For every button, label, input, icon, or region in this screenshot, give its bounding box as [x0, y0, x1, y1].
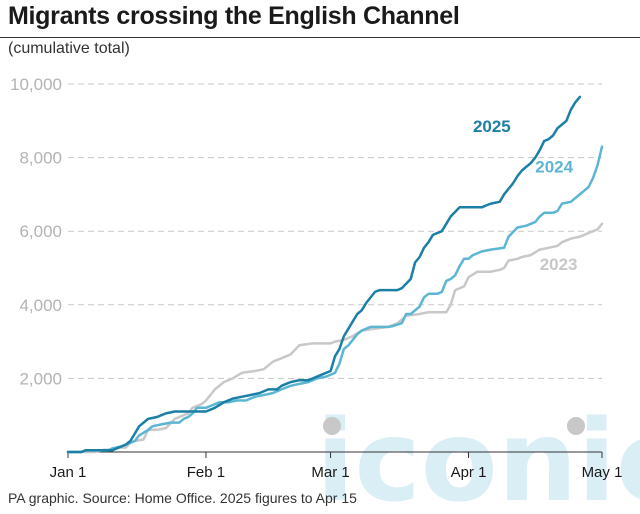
- x-axis: Jan 1 Feb 1 Mar 1 Apr 1 May 1: [50, 451, 623, 481]
- y-tick-label: 8,000: [19, 149, 62, 168]
- y-tick-label: 10,000: [10, 75, 62, 94]
- gridlines: [68, 83, 602, 379]
- x-tick-label: Feb 1: [187, 464, 225, 481]
- series-line-2024: [66, 145, 604, 454]
- chart-title: Migrants crossing the English Channel: [8, 2, 460, 30]
- series-label-2024: 2024: [535, 157, 573, 176]
- x-tick-label: Apr 1: [451, 464, 487, 481]
- x-tick-label: May 1: [582, 464, 623, 481]
- title-divider: [0, 37, 640, 38]
- y-tick-label: 4,000: [19, 296, 62, 315]
- y-axis-ticks: 2,000 4,000 6,000 8,000 10,000: [10, 75, 62, 388]
- series-line-2023: [66, 222, 604, 454]
- x-tick-label: Mar 1: [311, 464, 349, 481]
- y-tick-label: 6,000: [19, 222, 62, 241]
- series-lines: [66, 95, 604, 454]
- y-tick-label: 2,000: [19, 369, 62, 388]
- series-label-2023: 2023: [540, 255, 578, 274]
- watermark-dot-left: [323, 417, 341, 435]
- iconic-watermark: iconic: [316, 397, 640, 514]
- watermark-text: iconic: [316, 397, 640, 514]
- series-line-2025: [66, 95, 582, 454]
- chart-subtitle: (cumulative total): [8, 40, 130, 57]
- series-labels: 2025 2024 2023: [473, 117, 578, 274]
- series-label-2025: 2025: [473, 117, 511, 136]
- x-tick-label: Jan 1: [50, 464, 87, 481]
- source-note: PA graphic. Source: Home Office. 2025 fi…: [8, 490, 357, 506]
- watermark-dot-right: [567, 417, 585, 435]
